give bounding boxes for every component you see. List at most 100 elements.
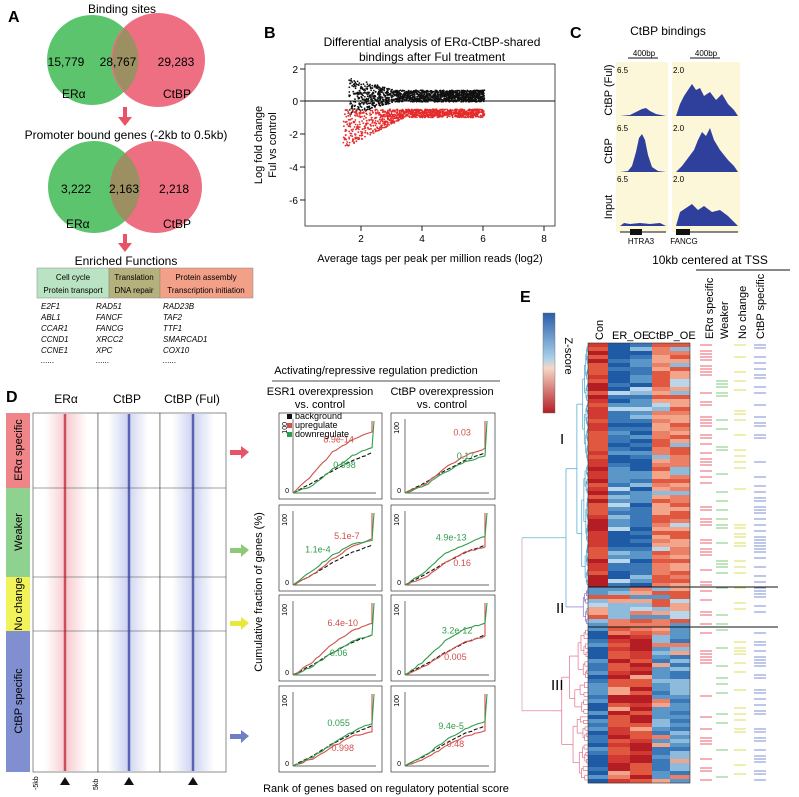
heatmap-cell [670, 667, 690, 672]
scatter-point [357, 131, 360, 134]
heatmap-cell [630, 359, 652, 364]
panel-b-title-line1: Differential analysis of ERα-CtBP-shared [324, 35, 541, 49]
heatmap-cell [608, 559, 630, 564]
scatter-point [432, 108, 435, 111]
scatter-point [387, 117, 390, 120]
heatmap-cell [588, 607, 608, 612]
scatter-point [442, 89, 445, 92]
scatter-point [462, 114, 465, 117]
heatmap-cell [608, 603, 630, 608]
heatmap-cell [608, 607, 630, 612]
panel-b: B Differential analysis of ERα-CtBP-shar… [253, 25, 556, 265]
heatmap-cell [588, 743, 608, 748]
scatter-point [349, 125, 352, 128]
pvalue-up: 0.005 [444, 652, 467, 662]
scatter-point [423, 99, 425, 101]
heatmap-cell [630, 735, 652, 740]
track-peak-ctbp-ful-htra3 [620, 108, 666, 116]
scatter-point [476, 108, 479, 111]
scatter-point [387, 118, 389, 121]
scatter-point [476, 112, 478, 115]
heatmap-cell [608, 379, 630, 384]
heatmap-cell [670, 547, 690, 552]
scatter-point [413, 92, 415, 94]
heatmap-cell [670, 607, 690, 612]
heatmap-cell [652, 547, 670, 552]
heatmap-cell [608, 659, 630, 664]
heatmap-cell [608, 427, 630, 432]
scatter-point [363, 115, 366, 118]
scatter-point [345, 143, 348, 145]
heatmap-cell [630, 667, 652, 672]
scatter-point [356, 80, 359, 83]
heatmap-cell [652, 731, 670, 736]
scatter-point [354, 133, 357, 136]
scatter-point [371, 95, 374, 97]
scatter-point [393, 113, 396, 116]
venn1-title: Binding sites [88, 2, 156, 16]
cum-curve-downregulate [404, 693, 488, 767]
heatmap-cell [630, 427, 652, 432]
scatter-point [477, 112, 480, 115]
scatter-point [357, 126, 360, 128]
scatter-point [386, 90, 388, 93]
heatmap-cell [588, 559, 608, 564]
heatmap-cell [630, 351, 652, 356]
heatmap-cell [652, 447, 670, 452]
heatmap-cell [630, 723, 652, 728]
heatmap-cell [588, 659, 608, 664]
heatmap-cell [588, 663, 608, 668]
scatter-point [368, 128, 371, 131]
heatmap-cell [588, 351, 608, 356]
scatter-point [365, 98, 368, 101]
heatmap-cell [608, 447, 630, 452]
heatmap-cell [630, 499, 652, 504]
heatmap-cell [630, 679, 652, 684]
scatter-point [389, 115, 391, 118]
heatmap-cell [670, 747, 690, 752]
heatmap-cell [652, 627, 670, 632]
scatter-yticks: 2 0 -2 -4 -6 [289, 65, 305, 207]
heatmap-cell [630, 751, 652, 756]
group-arrow-1 [230, 446, 249, 459]
scatter-point [482, 94, 485, 97]
heatmap-cell [630, 343, 652, 348]
gene-list-2-item: FANCG [96, 324, 123, 333]
scatter-point [362, 83, 365, 86]
venn1-label-ctbp: CtBP [163, 87, 191, 101]
heatmap-cell [608, 347, 630, 352]
heatmap-cell [670, 771, 690, 776]
scatter-point [353, 141, 355, 144]
scatter-point [375, 122, 378, 125]
heatmap-cell [630, 647, 652, 652]
heatmap-cell [588, 571, 608, 576]
heatmap-cell [630, 603, 652, 608]
heatmap-cell [608, 763, 630, 768]
scatter-point [365, 116, 367, 119]
legend-label-background: background [295, 411, 342, 421]
scatter-point [358, 89, 361, 92]
scatter-point [368, 95, 371, 98]
heatmap-cell [630, 663, 652, 668]
heatmap-cell [608, 423, 630, 428]
heatmap-cell [670, 431, 690, 436]
heatmap-cell [652, 359, 670, 364]
heatmap-cell [588, 455, 608, 460]
scatter-point [370, 127, 372, 130]
scatter-point [372, 129, 374, 132]
expression-heatmap-frame [587, 342, 691, 784]
scatter-point [464, 92, 467, 95]
scatter-point [391, 91, 394, 94]
heatmap-cell [652, 515, 670, 520]
scatter-point [388, 112, 390, 115]
cum-legend: background upregulate downregulate [287, 411, 349, 439]
heatmap-cell [652, 711, 670, 716]
group-label: CtBP specific [13, 668, 25, 734]
scatter-point [418, 93, 421, 96]
scatter-point [381, 124, 383, 127]
scatter-point [359, 116, 362, 118]
heatmap-cell [670, 743, 690, 748]
panel-b-title-line2: bindings after Ful treatment [359, 50, 506, 64]
heatmap-cell [652, 583, 670, 588]
legend-label-upregulate: upregulate [295, 420, 338, 430]
